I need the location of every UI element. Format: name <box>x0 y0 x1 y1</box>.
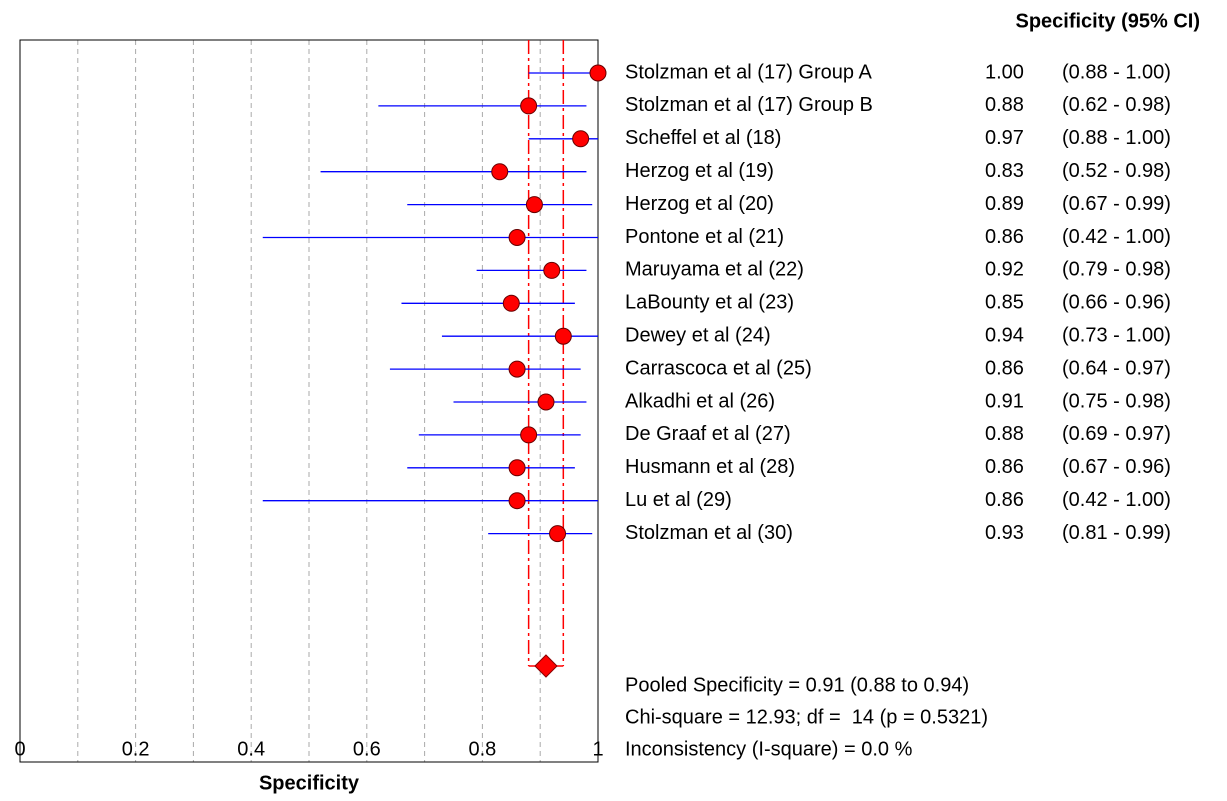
estimate-label: 0.86 <box>985 456 1024 478</box>
study-label: Stolzman et al (17) Group B <box>625 94 873 116</box>
point-estimate <box>572 130 590 148</box>
ci-label: (0.64 - 0.97) <box>1062 357 1171 379</box>
column-header: Specificity (95% CI) <box>1015 10 1200 32</box>
study-label: Alkadhi et al (26) <box>625 390 775 412</box>
study-label: LaBounty et al (23) <box>625 292 794 314</box>
estimate-label: 1.00 <box>985 61 1024 83</box>
point-estimate <box>554 327 572 345</box>
point-estimate <box>589 64 607 82</box>
estimate-label: 0.94 <box>985 324 1024 346</box>
study-label: Herzog et al (20) <box>625 193 774 215</box>
point-estimate <box>549 525 567 543</box>
study-label: De Graaf et al (27) <box>625 423 791 445</box>
x-tick-label: 0.8 <box>468 738 496 760</box>
point-estimate <box>520 426 538 444</box>
x-tick-label: 0 <box>14 738 25 760</box>
study-label: Herzog et al (19) <box>625 160 774 182</box>
ci-label: (0.79 - 0.98) <box>1062 259 1171 281</box>
x-tick-label: 0.6 <box>353 738 381 760</box>
annotation: Inconsistency (I-square) = 0.0 % <box>625 738 913 760</box>
point-estimate <box>491 163 509 181</box>
x-tick-label: 0.2 <box>122 738 150 760</box>
estimate-label: 0.97 <box>985 127 1024 149</box>
study-label: Pontone et al (21) <box>625 226 784 248</box>
estimate-label: 0.88 <box>985 423 1024 445</box>
ci-label: (0.75 - 0.98) <box>1062 390 1171 412</box>
ci-label: (0.67 - 0.99) <box>1062 193 1171 215</box>
point-estimate <box>508 360 526 378</box>
point-estimate <box>520 97 538 115</box>
estimate-label: 0.83 <box>985 160 1024 182</box>
study-label: Maruyama et al (22) <box>625 259 804 281</box>
point-estimate <box>508 459 526 477</box>
estimate-label: 0.89 <box>985 193 1024 215</box>
ci-label: (0.73 - 1.00) <box>1062 324 1171 346</box>
plot-frame <box>19 39 599 763</box>
point-estimate <box>525 196 543 214</box>
ci-label: (0.69 - 0.97) <box>1062 423 1171 445</box>
estimate-label: 0.86 <box>985 226 1024 248</box>
pooled-diamond <box>534 654 558 678</box>
ci-label: (0.67 - 0.96) <box>1062 456 1171 478</box>
ci-label: (0.62 - 0.98) <box>1062 94 1171 116</box>
ci-label: (0.66 - 0.96) <box>1062 292 1171 314</box>
ci-label: (0.42 - 1.00) <box>1062 226 1171 248</box>
x-axis-label: Specificity <box>259 772 360 794</box>
ci-label: (0.88 - 1.00) <box>1062 127 1171 149</box>
study-label: Carrascoca et al (25) <box>625 357 812 379</box>
point-estimate <box>543 261 561 279</box>
estimate-label: 0.92 <box>985 259 1024 281</box>
study-label: Dewey et al (24) <box>625 324 771 346</box>
x-tick-label: 0.4 <box>237 738 265 760</box>
estimate-label: 0.86 <box>985 489 1024 511</box>
study-label: Stolzman et al (17) Group A <box>625 61 872 83</box>
study-label: Lu et al (29) <box>625 489 732 511</box>
estimate-label: 0.85 <box>985 292 1024 314</box>
study-label: Stolzman et al (30) <box>625 522 793 544</box>
study-label: Husmann et al (28) <box>625 456 795 478</box>
point-estimate <box>537 393 555 411</box>
point-estimate <box>508 229 526 246</box>
ci-label: (0.88 - 1.00) <box>1062 61 1171 83</box>
ci-label: (0.81 - 0.99) <box>1062 522 1171 544</box>
estimate-label: 0.86 <box>985 357 1024 379</box>
estimate-label: 0.93 <box>985 522 1024 544</box>
ci-label: (0.52 - 0.98) <box>1062 160 1171 182</box>
point-estimate <box>502 294 520 312</box>
study-label: Scheffel et al (18) <box>625 127 781 149</box>
annotation: Chi-square = 12.93; df = 14 (p = 0.5321) <box>625 706 988 728</box>
ci-label: (0.42 - 1.00) <box>1062 489 1171 511</box>
point-estimate <box>508 492 526 510</box>
estimate-label: 0.88 <box>985 94 1024 116</box>
estimate-label: 0.91 <box>985 390 1024 412</box>
x-tick-label: 1 <box>592 738 603 760</box>
pooled-label: Pooled Specificity = 0.91 (0.88 to 0.94) <box>625 674 969 696</box>
